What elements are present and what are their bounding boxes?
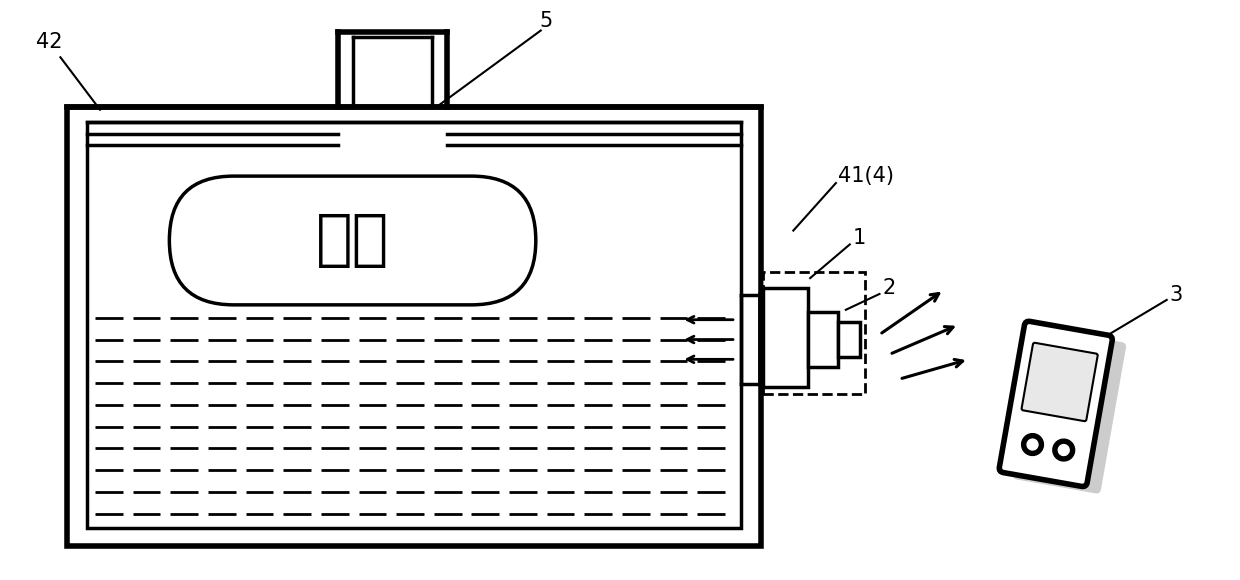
Bar (838, 322, 859, 357)
Bar (763, 288, 808, 387)
Text: 5: 5 (539, 10, 552, 31)
Bar (763, 272, 864, 394)
Circle shape (1027, 439, 1038, 450)
FancyBboxPatch shape (1022, 343, 1097, 421)
Text: 2: 2 (883, 278, 895, 298)
Text: 42: 42 (36, 32, 62, 52)
Text: 胶囊: 胶囊 (316, 211, 389, 270)
Bar (808, 312, 838, 367)
Circle shape (1053, 439, 1075, 461)
FancyBboxPatch shape (1013, 328, 1126, 494)
FancyBboxPatch shape (999, 321, 1112, 487)
Text: 41(4): 41(4) (838, 166, 894, 186)
Text: 1: 1 (853, 229, 866, 248)
Text: 3: 3 (1169, 285, 1183, 305)
Circle shape (1058, 445, 1069, 455)
Circle shape (1022, 434, 1043, 455)
FancyBboxPatch shape (170, 176, 536, 305)
